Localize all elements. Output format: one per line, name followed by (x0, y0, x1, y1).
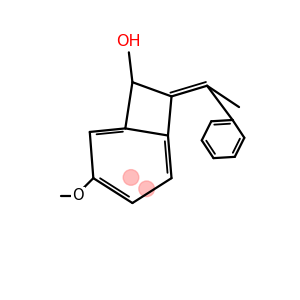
Circle shape (123, 169, 139, 185)
Text: OH: OH (117, 34, 141, 49)
Text: O: O (72, 188, 83, 203)
Circle shape (139, 181, 154, 197)
